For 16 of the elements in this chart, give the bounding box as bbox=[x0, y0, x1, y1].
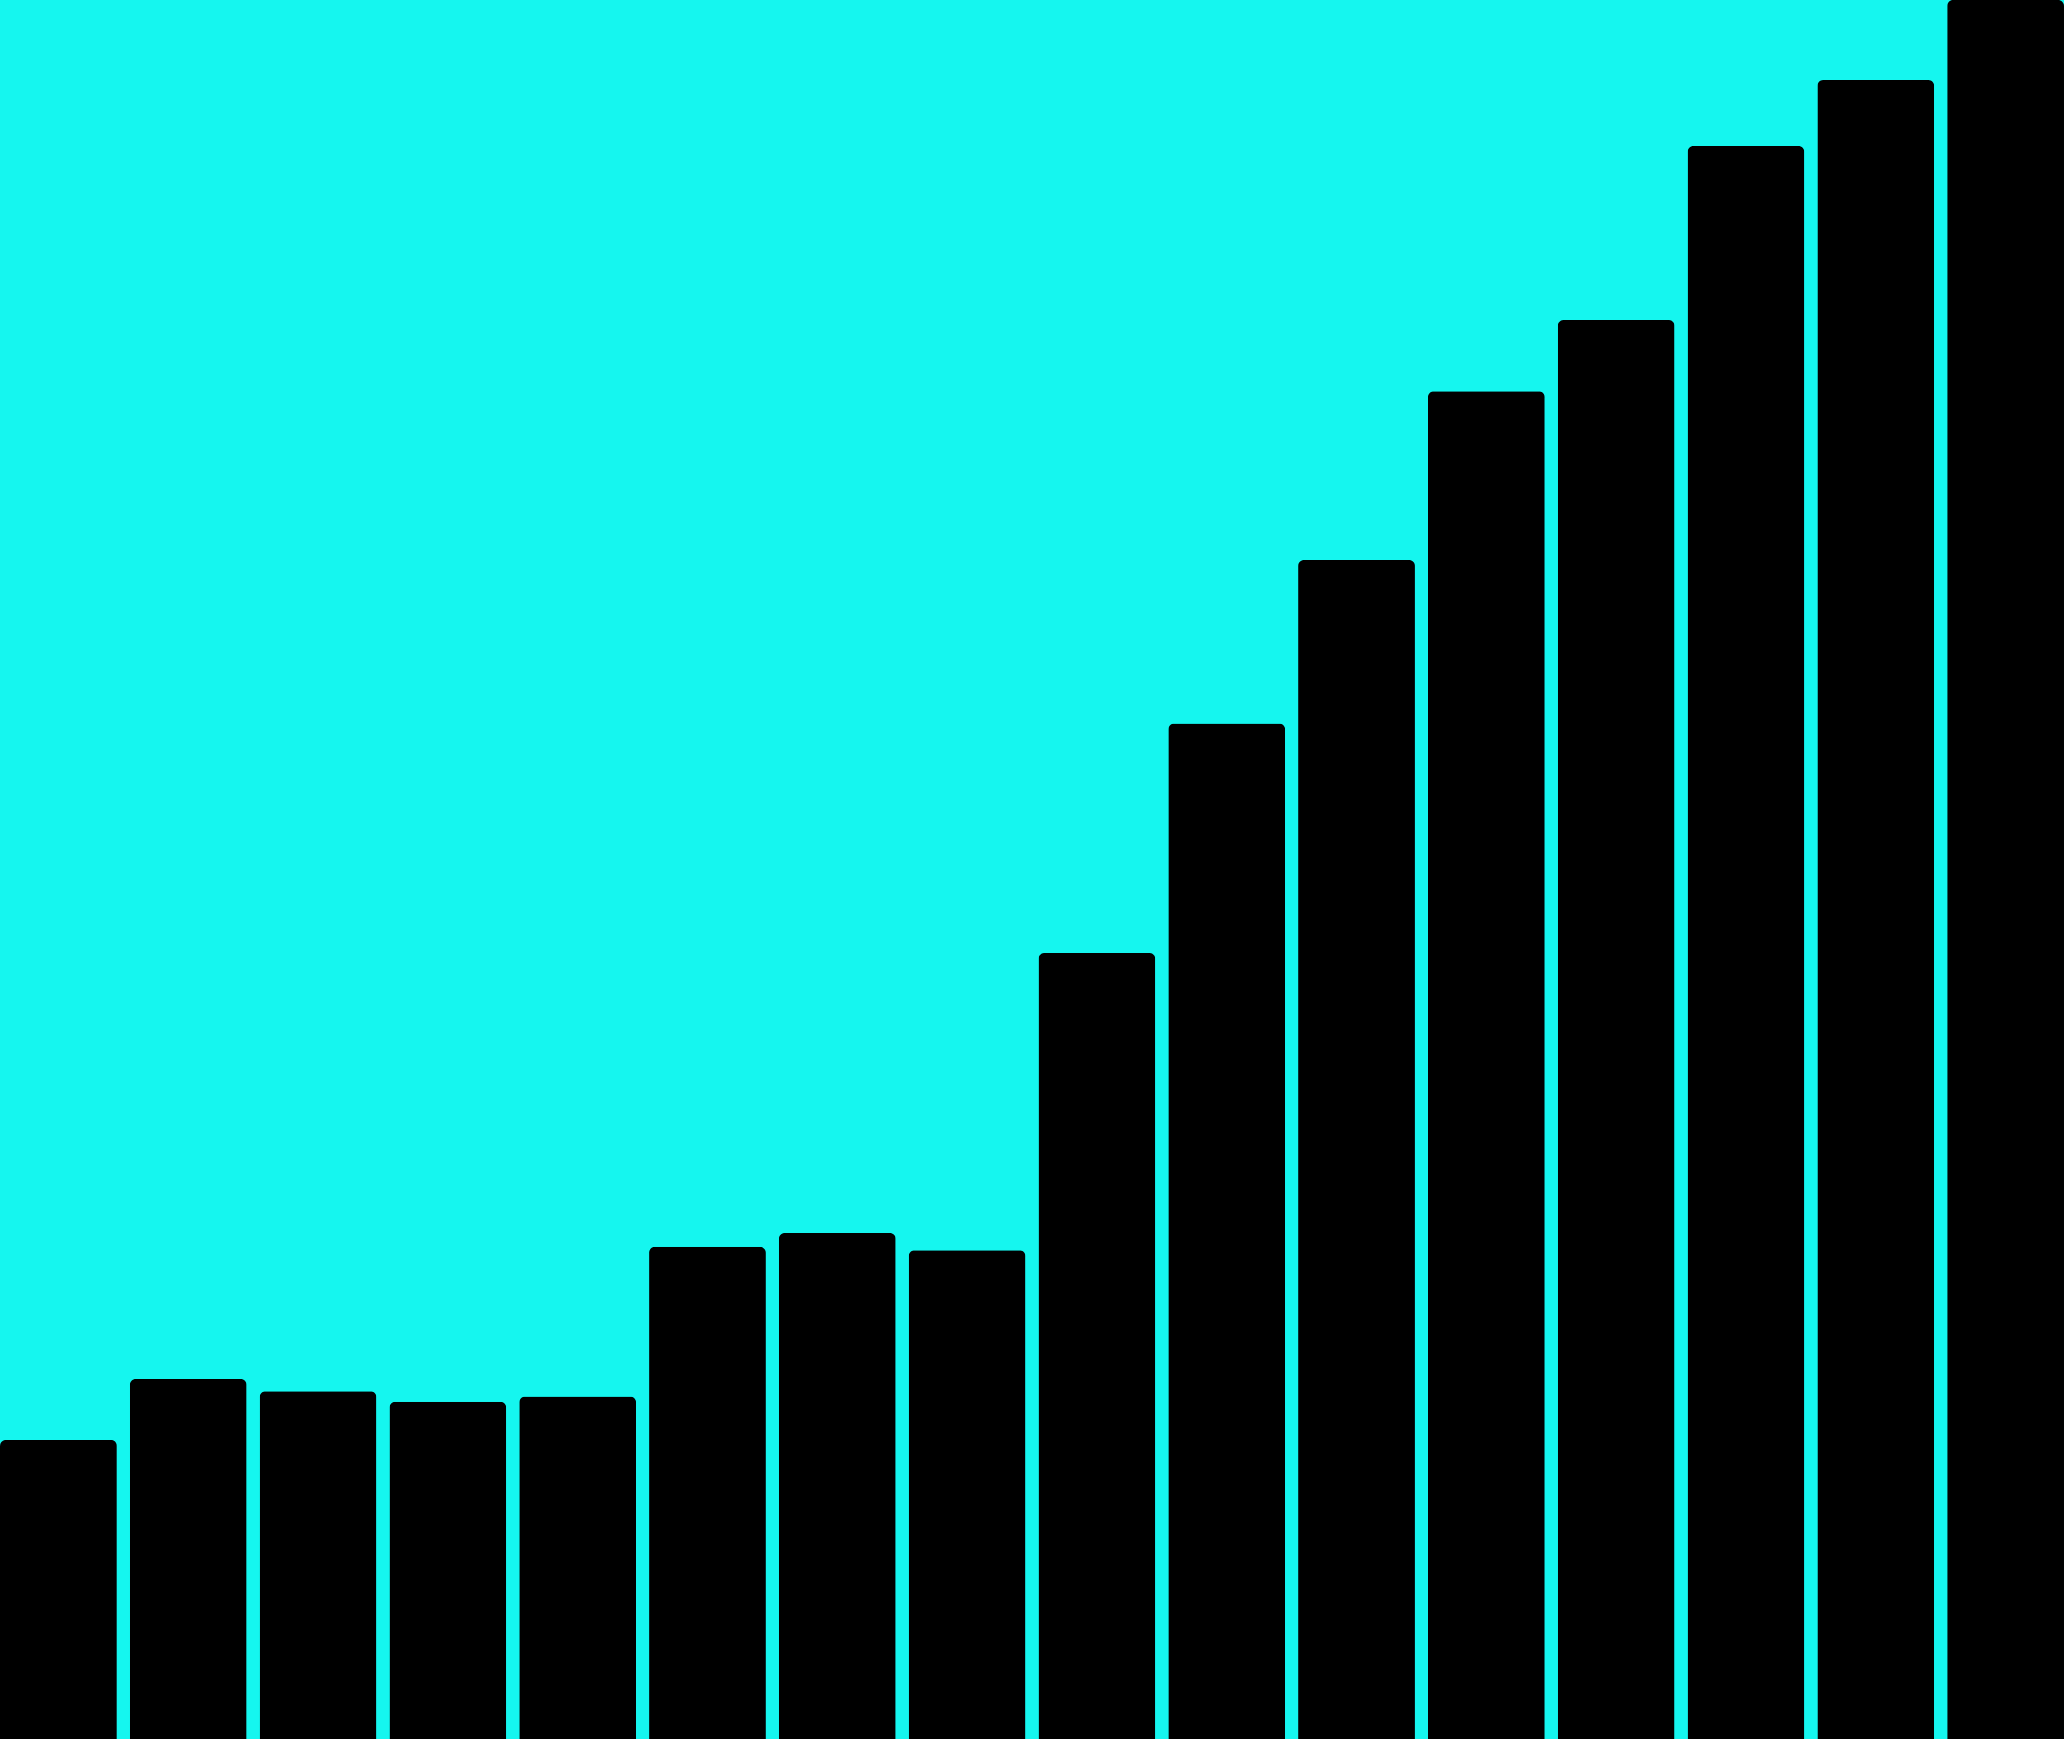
bar bbox=[1038, 952, 1156, 1739]
bar bbox=[1947, 0, 2064, 1739]
bar bbox=[1168, 723, 1286, 1739]
bar bbox=[908, 1250, 1026, 1739]
bar bbox=[1687, 146, 1805, 1739]
bar bbox=[0, 1439, 117, 1739]
bar bbox=[259, 1391, 377, 1739]
bar bbox=[649, 1246, 766, 1739]
bar bbox=[519, 1396, 637, 1739]
bar bbox=[1557, 319, 1675, 1739]
bar bbox=[1298, 559, 1415, 1739]
bar bbox=[1817, 79, 1935, 1739]
bar bbox=[1427, 391, 1545, 1739]
bar bbox=[778, 1232, 896, 1739]
bar bbox=[389, 1401, 507, 1739]
bar bbox=[129, 1379, 247, 1739]
